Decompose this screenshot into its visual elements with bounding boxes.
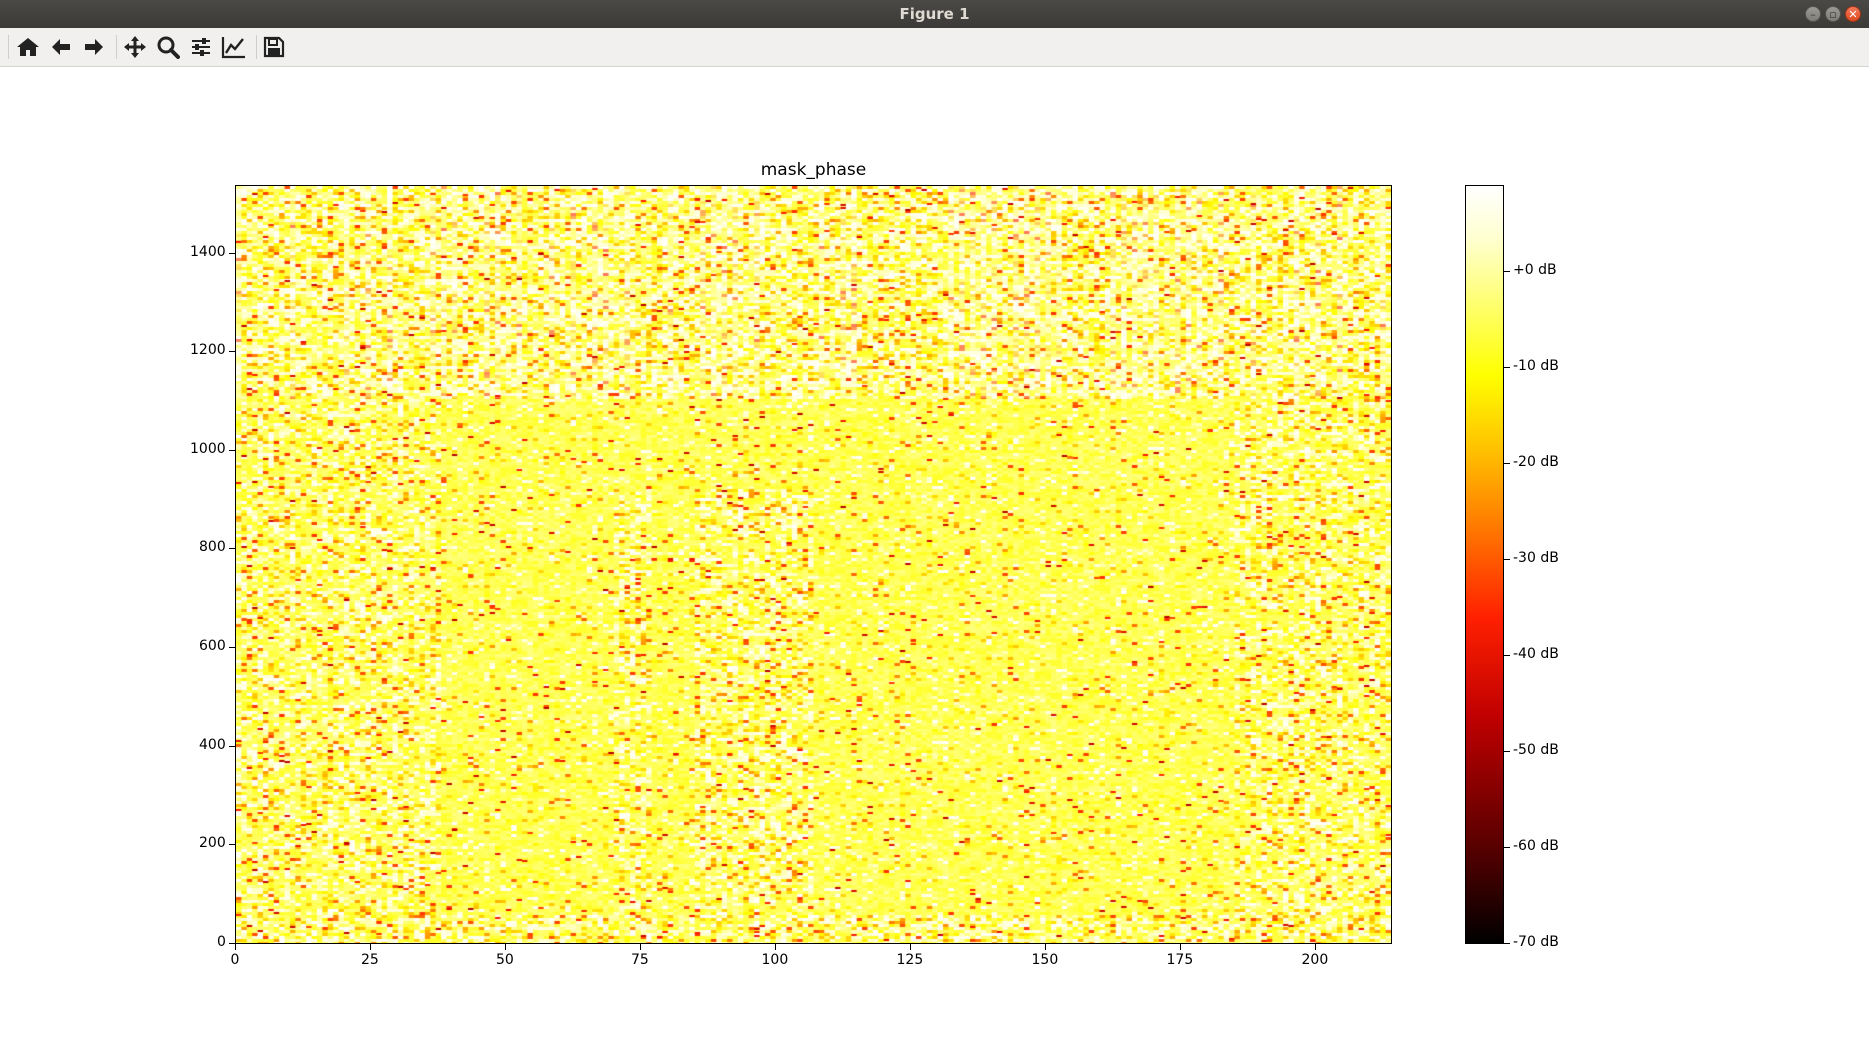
colorbar-tick-label: -40 dB bbox=[1513, 646, 1559, 662]
x-tick-mark bbox=[910, 944, 911, 950]
save-icon bbox=[263, 36, 285, 58]
colorbar-tick-mark bbox=[1504, 655, 1510, 656]
x-tick-label: 175 bbox=[1166, 952, 1194, 968]
y-tick-mark bbox=[229, 746, 235, 747]
back-button[interactable] bbox=[46, 32, 76, 62]
maximize-icon: ▫ bbox=[1829, 7, 1837, 21]
home-button[interactable] bbox=[13, 32, 43, 62]
window-controls: – ▫ ✕ bbox=[1805, 6, 1861, 22]
y-tick-label: 400 bbox=[199, 737, 226, 753]
window-title: Figure 1 bbox=[899, 5, 970, 23]
x-tick-label: 75 bbox=[631, 952, 649, 968]
toolbar-separator bbox=[256, 35, 257, 59]
y-tick-mark bbox=[229, 450, 235, 451]
x-tick-mark bbox=[370, 944, 371, 950]
colorbar-tick-mark bbox=[1504, 943, 1510, 944]
y-tick-label: 600 bbox=[199, 638, 226, 654]
y-tick-label: 1400 bbox=[190, 244, 226, 260]
x-tick-mark bbox=[640, 944, 641, 950]
subplots-icon bbox=[192, 38, 210, 56]
x-tick-mark bbox=[505, 944, 506, 950]
y-tick-mark bbox=[229, 647, 235, 648]
y-tick-mark bbox=[229, 943, 235, 944]
chart-title: mask_phase bbox=[760, 160, 867, 180]
heatmap-plot-area[interactable] bbox=[235, 185, 1392, 944]
close-icon: ✕ bbox=[1848, 7, 1858, 21]
x-tick-mark bbox=[235, 944, 236, 950]
x-tick-label: 100 bbox=[761, 952, 789, 968]
minimize-icon: – bbox=[1810, 7, 1816, 21]
pan-icon bbox=[124, 36, 146, 58]
home-icon bbox=[17, 38, 39, 56]
configure-subplots-button[interactable] bbox=[186, 32, 216, 62]
pan-button[interactable] bbox=[120, 32, 150, 62]
colorbar-tick-mark bbox=[1504, 367, 1510, 368]
figure-toolbar bbox=[0, 28, 1869, 67]
x-tick-label: 150 bbox=[1031, 952, 1059, 968]
back-arrow-icon bbox=[52, 39, 70, 55]
x-tick-label: 50 bbox=[496, 952, 514, 968]
minimize-button[interactable]: – bbox=[1805, 6, 1821, 22]
close-button[interactable]: ✕ bbox=[1845, 6, 1861, 22]
colorbar-tick-label: -70 dB bbox=[1513, 934, 1559, 950]
colorbar-tick-label: +0 dB bbox=[1513, 262, 1557, 278]
forward-arrow-icon bbox=[85, 39, 103, 55]
save-button[interactable] bbox=[259, 32, 289, 62]
x-tick-label: 200 bbox=[1301, 952, 1329, 968]
colorbar-tick-label: -60 dB bbox=[1513, 838, 1559, 854]
y-tick-mark bbox=[229, 844, 235, 845]
colorbar-tick-label: -20 dB bbox=[1513, 454, 1559, 470]
heatmap-image bbox=[236, 186, 1391, 943]
edit-axes-icon bbox=[221, 37, 245, 59]
x-tick-mark bbox=[1315, 944, 1316, 950]
colorbar-tick-mark bbox=[1504, 751, 1510, 752]
y-tick-label: 800 bbox=[199, 539, 226, 555]
colorbar-tick-label: -50 dB bbox=[1513, 742, 1559, 758]
x-tick-label: 0 bbox=[230, 952, 240, 968]
x-tick-mark bbox=[775, 944, 776, 950]
zoom-button[interactable] bbox=[153, 32, 183, 62]
y-tick-label: 1200 bbox=[190, 342, 226, 358]
x-tick-mark bbox=[1180, 944, 1181, 950]
x-tick-label: 125 bbox=[896, 952, 924, 968]
toolbar-separator bbox=[116, 35, 117, 59]
maximize-button[interactable]: ▫ bbox=[1825, 6, 1841, 22]
y-tick-mark bbox=[229, 253, 235, 254]
y-tick-label: 1000 bbox=[190, 441, 226, 457]
toolbar-grip bbox=[8, 35, 9, 59]
zoom-icon bbox=[157, 36, 180, 59]
x-tick-label: 25 bbox=[361, 952, 379, 968]
colorbar-tick-mark bbox=[1504, 463, 1510, 464]
y-tick-label: 200 bbox=[199, 835, 226, 851]
y-tick-label: 0 bbox=[217, 934, 226, 950]
colorbar-tick-label: -30 dB bbox=[1513, 550, 1559, 566]
edit-axes-button[interactable] bbox=[219, 32, 249, 62]
forward-button[interactable] bbox=[79, 32, 109, 62]
x-tick-mark bbox=[1045, 944, 1046, 950]
colorbar-tick-label: -10 dB bbox=[1513, 358, 1559, 374]
colorbar bbox=[1465, 185, 1504, 944]
y-tick-mark bbox=[229, 351, 235, 352]
colorbar-tick-mark bbox=[1504, 271, 1510, 272]
colorbar-tick-mark bbox=[1504, 847, 1510, 848]
colorbar-tick-mark bbox=[1504, 559, 1510, 560]
y-tick-mark bbox=[229, 548, 235, 549]
window-titlebar: Figure 1 – ▫ ✕ bbox=[0, 0, 1869, 28]
